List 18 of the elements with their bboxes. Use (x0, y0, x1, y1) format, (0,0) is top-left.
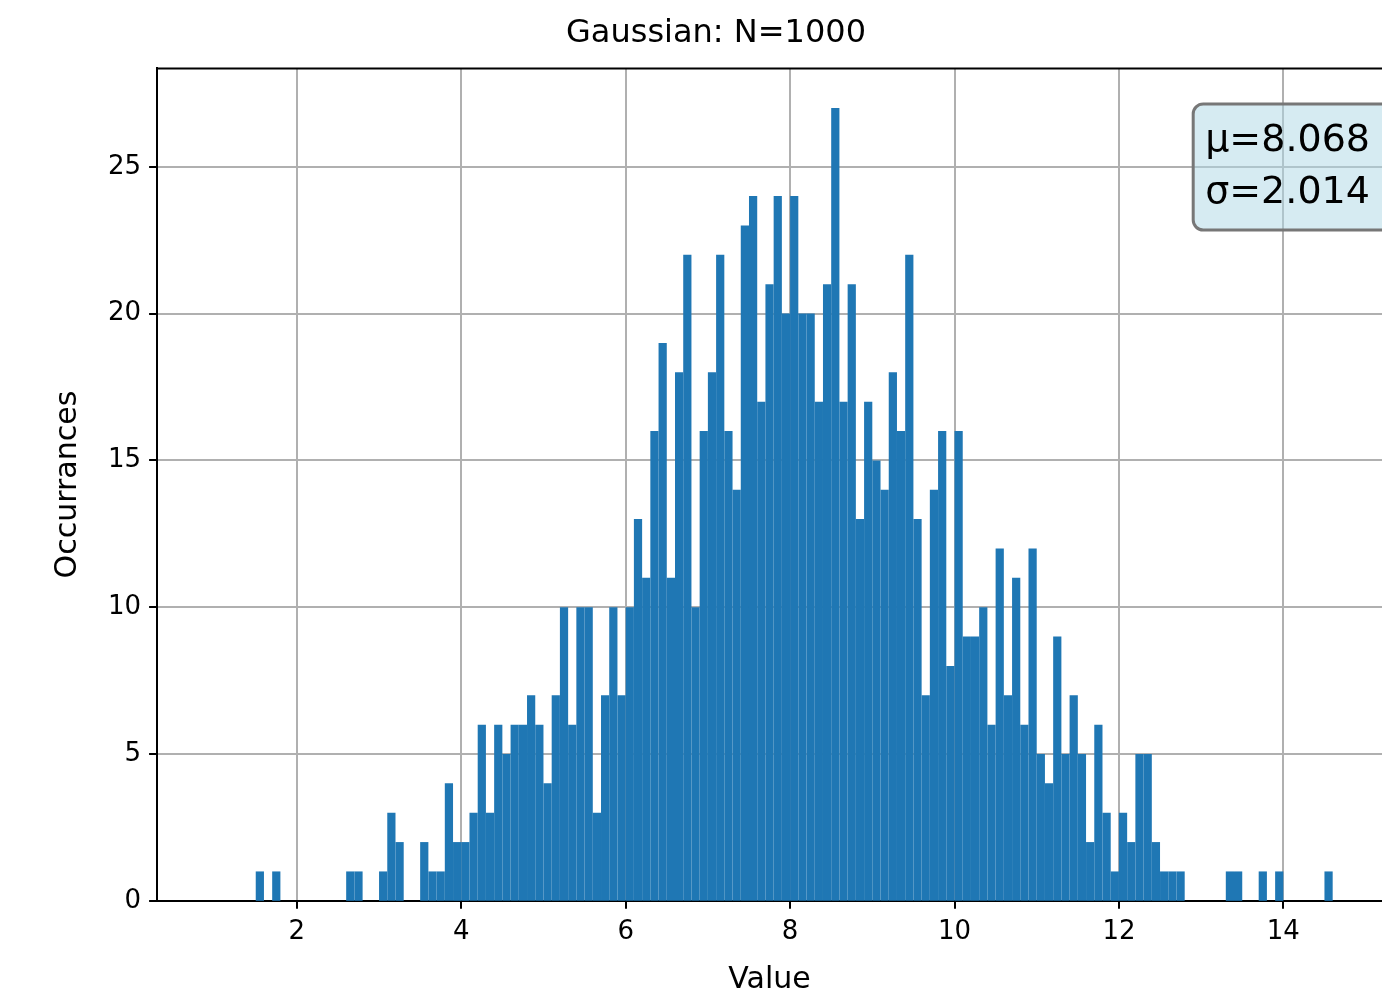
annotation: σ=2.014 (1205, 167, 1370, 212)
y-tick-label: 15 (107, 443, 142, 474)
y-tick-label: 5 (124, 736, 142, 767)
x-tick-label: 4 (452, 915, 470, 946)
y-tick-label: 20 (107, 296, 142, 327)
y-tick-label: 25 (107, 149, 142, 180)
y-axis-title: Occurrances (47, 390, 83, 579)
x-tick-label: 8 (781, 915, 799, 946)
x-axis-title: Value (728, 959, 811, 995)
x-tick-label: 12 (1102, 915, 1136, 946)
x-tick-label: 14 (1266, 915, 1300, 946)
y-tick-label: 0 (124, 883, 142, 914)
x-tick-label: 6 (617, 915, 634, 946)
x-tick-label: 10 (937, 915, 972, 946)
annotation: μ=8.068 (1205, 115, 1371, 160)
x-tick-label: 2 (288, 915, 306, 946)
y-tick-label: 10 (107, 589, 142, 620)
chart-title: Gaussian: N=1000 (566, 11, 866, 50)
